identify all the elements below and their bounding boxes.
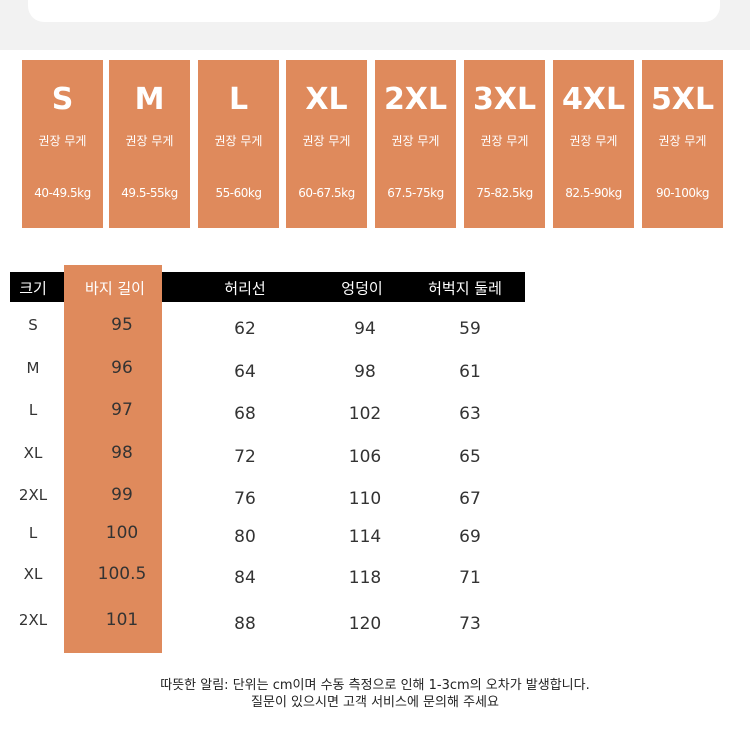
value-cell: 114 — [348, 527, 382, 547]
note-text: 따뜻한 알림: 단위는 cm이며 수동 측정으로 인해 1-3cm의 오차가 발… — [160, 678, 590, 693]
size-cell: M — [26, 359, 40, 377]
weight-label: 권장 무게 — [569, 134, 618, 148]
value-cell: 96 — [111, 358, 133, 378]
size-name: 4XL — [561, 82, 626, 117]
value-cell: 63 — [459, 404, 481, 424]
value-cell: 110 — [348, 489, 382, 509]
size-cell: 2XL — [18, 611, 48, 629]
header-cell: 크기 — [19, 279, 47, 298]
length-column-highlight — [64, 265, 162, 653]
value-cell: 68 — [234, 404, 256, 424]
top-panel — [28, 0, 720, 22]
size-card: S 권장 무게 40-49.5kg — [22, 60, 103, 228]
size-card: L 권장 무게 55-60kg — [198, 60, 279, 228]
size-card: 2XL 권장 무게 67.5-75kg — [375, 60, 456, 228]
size-name: XL — [305, 82, 348, 117]
header-cell: 엉덩이 — [341, 279, 383, 298]
value-cell: 73 — [459, 614, 481, 634]
weight-range: 40-49.5kg — [34, 186, 91, 200]
value-cell: 71 — [459, 568, 481, 588]
value-cell: 99 — [111, 485, 133, 505]
value-cell: 97 — [111, 400, 133, 420]
value-cell: 88 — [234, 614, 256, 634]
weight-label: 권장 무게 — [658, 134, 707, 148]
size-card: 4XL 권장 무게 82.5-90kg — [553, 60, 634, 228]
value-cell: 61 — [459, 362, 481, 382]
value-cell: 72 — [234, 447, 256, 467]
weight-range: 49.5-55kg — [121, 186, 178, 200]
size-cell: 2XL — [18, 486, 48, 504]
weight-range: 75-82.5kg — [476, 186, 533, 200]
header-cell: 허벅지 둘레 — [428, 279, 502, 298]
size-card: M 권장 무게 49.5-55kg — [109, 60, 190, 228]
value-cell: 69 — [459, 527, 481, 547]
weight-label: 권장 무게 — [302, 134, 351, 148]
weight-range: 67.5-75kg — [387, 186, 444, 200]
header-cell: 바지 길이 — [85, 279, 145, 298]
size-name: S — [51, 82, 74, 117]
weight-range: 55-60kg — [215, 186, 262, 200]
weight-label: 권장 무게 — [38, 134, 87, 148]
size-name: L — [228, 82, 249, 117]
size-cell: S — [28, 316, 38, 334]
weight-range: 60-67.5kg — [298, 186, 355, 200]
value-cell: 80 — [234, 527, 256, 547]
value-cell: 62 — [234, 319, 256, 339]
weight-label: 권장 무게 — [125, 134, 174, 148]
value-cell: 102 — [348, 404, 382, 424]
size-card: 5XL 권장 무게 90-100kg — [642, 60, 723, 228]
value-cell: 67 — [459, 489, 481, 509]
weight-range: 82.5-90kg — [565, 186, 622, 200]
size-cell: XL — [23, 565, 43, 583]
value-cell: 94 — [354, 319, 376, 339]
value-cell: 76 — [234, 489, 256, 509]
value-cell: 118 — [348, 568, 382, 588]
value-cell: 98 — [111, 443, 133, 463]
value-cell: 98 — [354, 362, 376, 382]
size-name: 2XL — [383, 82, 448, 117]
size-cell: XL — [23, 444, 43, 462]
size-card: 3XL 권장 무게 75-82.5kg — [464, 60, 545, 228]
value-cell: 100.5 — [97, 564, 147, 584]
size-name: 5XL — [650, 82, 715, 117]
value-cell: 120 — [348, 614, 382, 634]
size-name: M — [134, 82, 165, 117]
weight-label: 권장 무게 — [214, 134, 263, 148]
value-cell: 95 — [111, 315, 133, 335]
size-cell: L — [28, 524, 38, 542]
weight-range: 90-100kg — [655, 186, 710, 200]
note-text: 질문이 있으시면 고객 서비스에 문의해 주세요 — [251, 695, 499, 710]
weight-label: 권장 무게 — [391, 134, 440, 148]
value-cell: 100 — [105, 523, 139, 543]
value-cell: 106 — [348, 447, 382, 467]
value-cell: 59 — [459, 319, 481, 339]
weight-label: 권장 무게 — [480, 134, 529, 148]
value-cell: 101 — [105, 610, 139, 630]
size-cell: L — [28, 401, 38, 419]
value-cell: 84 — [234, 568, 256, 588]
size-card: XL 권장 무게 60-67.5kg — [286, 60, 367, 228]
size-name: 3XL — [472, 82, 537, 117]
value-cell: 64 — [234, 362, 256, 382]
header-cell: 허리선 — [224, 279, 266, 298]
value-cell: 65 — [459, 447, 481, 467]
